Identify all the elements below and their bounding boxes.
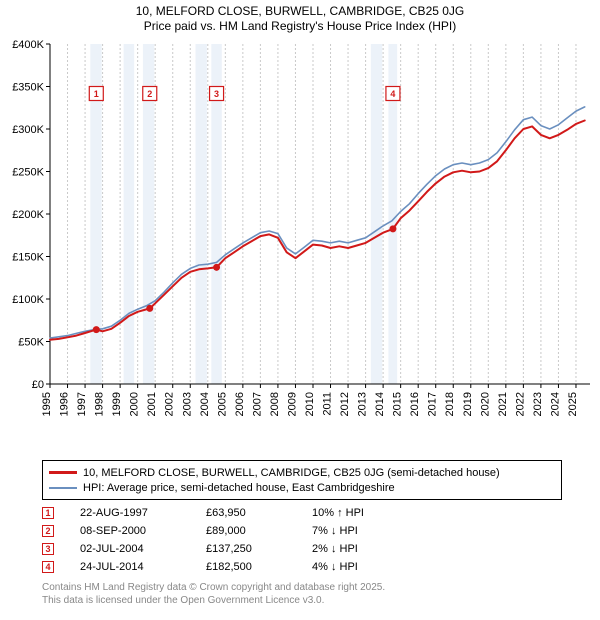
svg-text:1: 1 bbox=[94, 89, 99, 99]
legend-label-property: 10, MELFORD CLOSE, BURWELL, CAMBRIDGE, C… bbox=[83, 467, 500, 479]
svg-text:2011: 2011 bbox=[322, 392, 334, 416]
sale-date-1: 22-AUG-1997 bbox=[80, 507, 180, 519]
sale-row-4: 4 24-JUL-2014 £182,500 4% ↓ HPI bbox=[42, 558, 402, 576]
svg-text:2024: 2024 bbox=[549, 392, 561, 416]
footer-line-1: Contains HM Land Registry data © Crown c… bbox=[42, 582, 385, 595]
svg-text:2017: 2017 bbox=[427, 392, 439, 416]
title-block: 10, MELFORD CLOSE, BURWELL, CAMBRIDGE, C… bbox=[0, 0, 600, 33]
sales-table: 1 22-AUG-1997 £63,950 10% ↑ HPI 2 08-SEP… bbox=[42, 504, 402, 576]
sale-price-3: £137,250 bbox=[206, 543, 286, 555]
legend-swatch-property bbox=[49, 471, 77, 474]
svg-text:1995: 1995 bbox=[41, 392, 53, 416]
svg-text:1997: 1997 bbox=[76, 392, 88, 416]
svg-text:2019: 2019 bbox=[462, 392, 474, 416]
svg-text:£400K: £400K bbox=[12, 39, 44, 51]
svg-text:£250K: £250K bbox=[12, 167, 44, 179]
sale-marker-4: 4 bbox=[42, 561, 54, 573]
sale-marker-2: 2 bbox=[42, 525, 54, 537]
svg-text:2014: 2014 bbox=[374, 392, 386, 416]
footer: Contains HM Land Registry data © Crown c… bbox=[42, 582, 385, 607]
sale-row-1: 1 22-AUG-1997 £63,950 10% ↑ HPI bbox=[42, 504, 402, 522]
svg-text:£0: £0 bbox=[32, 379, 44, 391]
chart-container: 10, MELFORD CLOSE, BURWELL, CAMBRIDGE, C… bbox=[0, 0, 600, 620]
svg-text:£100K: £100K bbox=[12, 294, 44, 306]
sale-row-2: 2 08-SEP-2000 £89,000 7% ↓ HPI bbox=[42, 522, 402, 540]
svg-text:2005: 2005 bbox=[216, 392, 228, 416]
svg-text:2006: 2006 bbox=[234, 392, 246, 416]
legend-row-hpi: HPI: Average price, semi-detached house,… bbox=[49, 480, 555, 495]
sale-date-2: 08-SEP-2000 bbox=[80, 525, 180, 537]
svg-text:1996: 1996 bbox=[59, 392, 71, 416]
svg-text:2020: 2020 bbox=[479, 392, 491, 416]
svg-text:2004: 2004 bbox=[199, 392, 211, 416]
svg-text:3: 3 bbox=[214, 89, 219, 99]
sale-pct-1: 10% ↑ HPI bbox=[312, 507, 402, 519]
svg-text:2018: 2018 bbox=[444, 392, 456, 416]
sale-row-3: 3 02-JUL-2004 £137,250 2% ↓ HPI bbox=[42, 540, 402, 558]
svg-text:1998: 1998 bbox=[94, 392, 106, 416]
svg-text:1999: 1999 bbox=[111, 392, 123, 416]
svg-text:2008: 2008 bbox=[269, 392, 281, 416]
svg-text:2015: 2015 bbox=[392, 392, 404, 416]
svg-text:2009: 2009 bbox=[286, 392, 298, 416]
sale-marker-3: 3 bbox=[42, 543, 54, 555]
svg-text:2001: 2001 bbox=[146, 392, 158, 416]
svg-text:2016: 2016 bbox=[409, 392, 421, 416]
svg-text:£150K: £150K bbox=[12, 252, 44, 264]
svg-text:2023: 2023 bbox=[532, 392, 544, 416]
sale-price-1: £63,950 bbox=[206, 507, 286, 519]
svg-text:2000: 2000 bbox=[129, 392, 141, 416]
chart-svg: £0 £50K £100K £150K £200K £250K £300K £350K £400… bbox=[0, 38, 600, 458]
sale-pct-3: 2% ↓ HPI bbox=[312, 543, 402, 555]
svg-text:£350K: £350K bbox=[12, 82, 44, 94]
svg-text:2022: 2022 bbox=[514, 392, 526, 416]
title-subtitle: Price paid vs. HM Land Registry's House … bbox=[0, 19, 600, 33]
svg-text:2013: 2013 bbox=[357, 392, 369, 416]
svg-text:2003: 2003 bbox=[181, 392, 193, 416]
svg-text:£50K: £50K bbox=[18, 337, 44, 349]
svg-text:4: 4 bbox=[390, 89, 395, 99]
legend-swatch-hpi bbox=[49, 487, 77, 489]
sale-price-4: £182,500 bbox=[206, 561, 286, 573]
sale-date-3: 02-JUL-2004 bbox=[80, 543, 180, 555]
svg-text:2: 2 bbox=[147, 89, 152, 99]
sale-marker-1: 1 bbox=[42, 507, 54, 519]
sale-price-2: £89,000 bbox=[206, 525, 286, 537]
svg-text:£200K: £200K bbox=[12, 209, 44, 221]
svg-text:2012: 2012 bbox=[339, 392, 351, 416]
sale-date-4: 24-JUL-2014 bbox=[80, 561, 180, 573]
legend-label-hpi: HPI: Average price, semi-detached house,… bbox=[83, 482, 395, 494]
legend-row-property: 10, MELFORD CLOSE, BURWELL, CAMBRIDGE, C… bbox=[49, 465, 555, 480]
title-address: 10, MELFORD CLOSE, BURWELL, CAMBRIDGE, C… bbox=[0, 4, 600, 18]
chart-area: £0 £50K £100K £150K £200K £250K £300K £350K £400… bbox=[0, 38, 600, 458]
footer-line-2: This data is licensed under the Open Gov… bbox=[42, 595, 385, 608]
svg-text:2007: 2007 bbox=[251, 392, 263, 416]
legend: 10, MELFORD CLOSE, BURWELL, CAMBRIDGE, C… bbox=[42, 460, 562, 500]
svg-text:£300K: £300K bbox=[12, 124, 44, 136]
sale-pct-2: 7% ↓ HPI bbox=[312, 525, 402, 537]
svg-text:2025: 2025 bbox=[567, 392, 579, 416]
svg-text:2002: 2002 bbox=[164, 392, 176, 416]
svg-text:2010: 2010 bbox=[304, 392, 316, 416]
svg-text:2021: 2021 bbox=[497, 392, 509, 416]
sale-pct-4: 4% ↓ HPI bbox=[312, 561, 402, 573]
